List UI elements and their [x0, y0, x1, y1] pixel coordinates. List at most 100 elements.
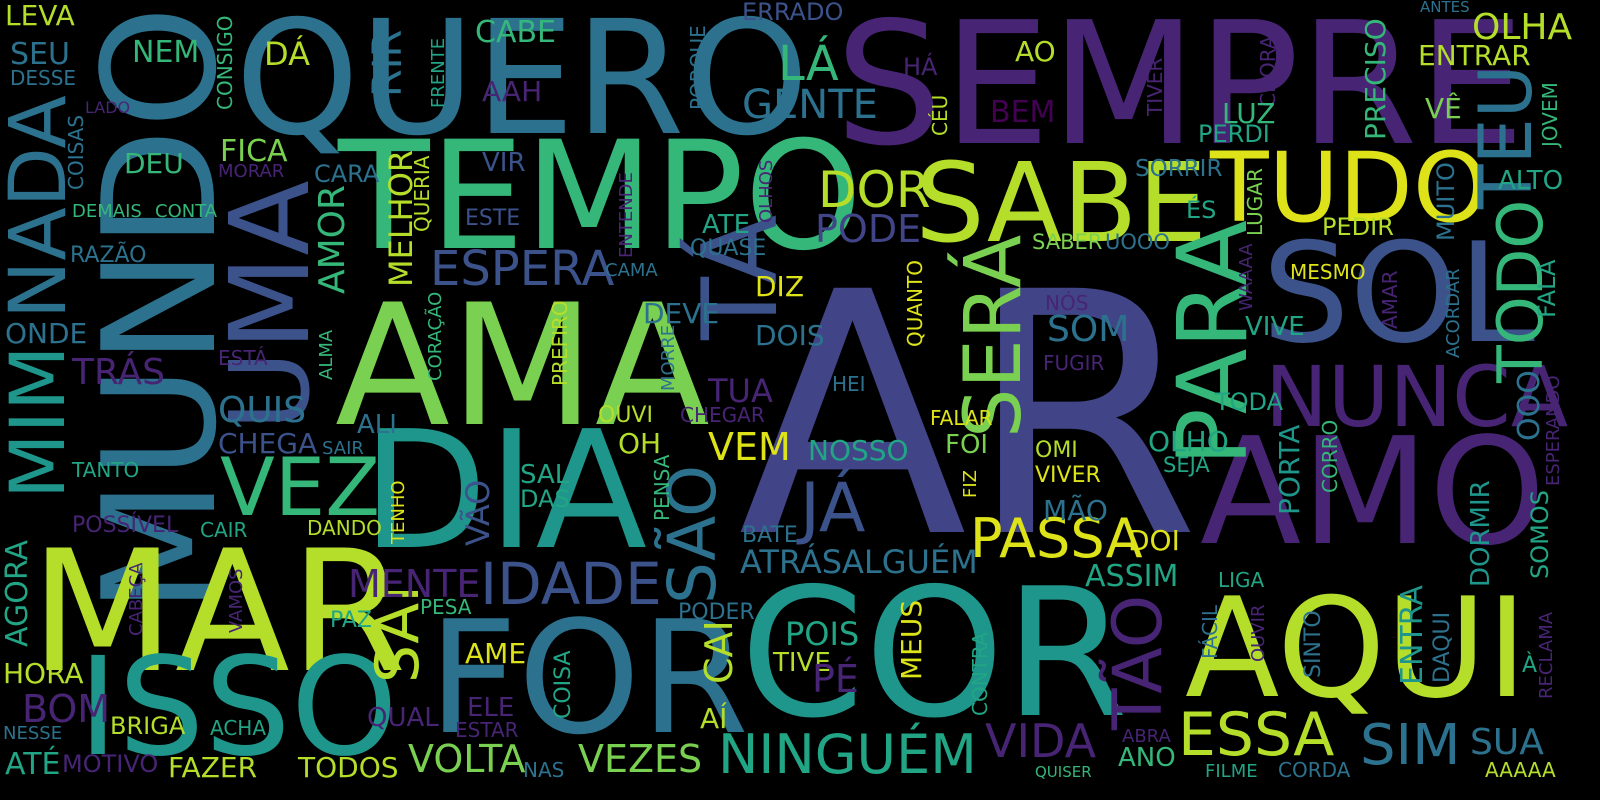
word-leva: LEVA [5, 0, 75, 32]
word-foi: FOI [945, 430, 989, 460]
word-olho: OLHO [1148, 425, 1229, 458]
word-muito: MUITO [1432, 162, 1460, 241]
word-quanto: QUANTO [903, 260, 927, 347]
word-cabe: CABE [475, 15, 557, 50]
word-porta: PORTA [1273, 424, 1306, 515]
word-quase: QUASE [690, 236, 767, 261]
word-ama: AMA [335, 268, 710, 464]
word-vao: VÃO [459, 479, 497, 546]
word-cai: CAI [697, 620, 741, 684]
word-diz: DIZ [755, 270, 804, 303]
word-jovem: JOVEM [1538, 82, 1562, 147]
word-preciso: PRECISO [1359, 18, 1392, 140]
word-toda: TODA [1215, 388, 1284, 416]
word-deu: DEU [124, 147, 184, 180]
word-lugar: LUGAR [1243, 168, 1267, 236]
word-mao: MÃO [1043, 494, 1108, 527]
word-cara: CARA [314, 160, 380, 188]
word-pe: PÉ [812, 657, 859, 701]
word-daqui: DAQUI [1430, 611, 1455, 683]
word-liga: LIGA [1218, 568, 1265, 592]
word-passa: PASSA [970, 507, 1143, 570]
word-pensa: PENSA [650, 454, 674, 521]
word-morre: MORRE [658, 324, 679, 391]
word-volta: VOLTA [408, 737, 526, 781]
word-ano: ANO [1118, 743, 1176, 773]
word-corda: CORDA [1278, 758, 1351, 782]
word-tua: TUA [708, 372, 773, 410]
word-porque: PORQUE [686, 25, 710, 110]
word-isso: ISSO [78, 629, 398, 787]
word-possivel: POSSÍVEL [72, 513, 179, 538]
word-som: SOM [1047, 309, 1130, 350]
word-ame: AME [465, 637, 527, 670]
word-mesmo: MESMO [1290, 260, 1366, 284]
word-frente: FRENTE [428, 37, 449, 108]
word-melhor: MELHOR [382, 149, 420, 287]
word-ai: AÍ [700, 702, 728, 735]
word-somos: SOMOS [1526, 490, 1554, 579]
word-tao: TÃO [1099, 594, 1178, 730]
word-prefiro: PREFIRO [548, 300, 572, 386]
word-dois: DOIS [755, 319, 825, 352]
word-nos: NÓS [1045, 291, 1089, 315]
word-chegar: CHEGAR [680, 403, 765, 427]
word-aaaaa: AAAAA [1485, 758, 1556, 782]
word-mim: MIM [0, 345, 82, 499]
word-ouvir: OUVIR [1248, 604, 1269, 662]
word-amo: AMO [1200, 406, 1546, 578]
word-mar: MAR [30, 514, 407, 710]
word-ao: AO [1015, 35, 1056, 68]
word-sol: SOL [1262, 213, 1536, 374]
word-sair: SAIR [322, 438, 364, 459]
word-vamos: VAMOS [226, 568, 247, 633]
word-tenho: TENHO [388, 480, 409, 544]
word-paz: PAZ [330, 608, 372, 633]
word-ceu: CÉU [928, 94, 952, 136]
word-aqui: AQUI [1185, 568, 1528, 729]
word-alguem: ALGUÉM [842, 543, 978, 581]
word-filme: FILME [1205, 761, 1258, 782]
word-da: DÁ [264, 35, 310, 73]
word-pode: PODE [815, 207, 922, 251]
word-razao: RAZÃO [70, 243, 147, 268]
word-vir: VIR [482, 148, 526, 178]
word-onde: ONDE [5, 317, 88, 350]
word-for: FOR [428, 587, 749, 769]
word-rir: RIR [365, 29, 411, 97]
word-cair: CAIR [200, 518, 248, 542]
word-chega: CHEGA [218, 427, 318, 460]
word-alto: ALTO [1498, 166, 1564, 196]
word-vida: VIDA [985, 714, 1097, 768]
word-seu: SEU [10, 37, 70, 72]
word-omi: OMI [1035, 438, 1078, 463]
word-tempo: TEMPO [338, 110, 863, 284]
word-demais: DEMAIS [72, 201, 142, 222]
word-saber: SABER [1032, 230, 1103, 254]
word-qual: QUAL [367, 703, 439, 733]
word-pedir: PEDIR [1322, 213, 1394, 241]
word-dando: DANDO [307, 516, 382, 540]
word-pois: POIS [785, 615, 860, 653]
word-olha: OLHA [1472, 7, 1573, 48]
word-vem: VEM [708, 425, 791, 469]
word-consigo: CONSIGO [213, 15, 237, 110]
word-es: ÉS [1186, 196, 1217, 224]
word-errado: ERRADO [742, 0, 844, 26]
word-este: ESTE [465, 206, 521, 231]
word-esta: ESTÁ [218, 346, 268, 370]
word-nunca: NUNCA [1265, 348, 1569, 446]
word-abra: ABRA [1122, 726, 1171, 747]
word-waaaa: WAAAA [1236, 243, 1257, 311]
word-tive: TIVE [773, 648, 831, 678]
word-atras: ATRÁS [740, 543, 843, 581]
word-amar: AMAR [1378, 270, 1402, 329]
word-luz: LUZ [1222, 97, 1276, 130]
word-fiz: FIZ [960, 470, 981, 498]
word-perdi: PERDI [1198, 120, 1270, 148]
word-dor: DOR [818, 161, 931, 219]
word-nesse: NESSE [3, 723, 63, 744]
word-oh: OH [618, 427, 662, 460]
word-tras: TRÁS [72, 352, 166, 393]
